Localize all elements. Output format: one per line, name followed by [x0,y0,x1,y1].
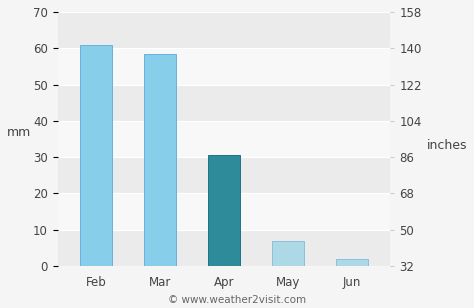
Bar [57,84,390,121]
Y-axis label: inches: inches [427,139,467,152]
Bar [336,259,368,266]
Text: © www.weather2visit.com: © www.weather2visit.com [168,295,306,305]
Bar [57,157,390,193]
Bar [57,230,390,266]
Bar [272,241,304,266]
Bar [80,45,112,266]
Y-axis label: mm: mm [7,126,31,139]
Bar [57,48,390,84]
Bar [57,12,390,48]
Bar [57,121,390,157]
Bar [208,155,240,266]
Bar [144,54,176,266]
Bar [57,193,390,230]
